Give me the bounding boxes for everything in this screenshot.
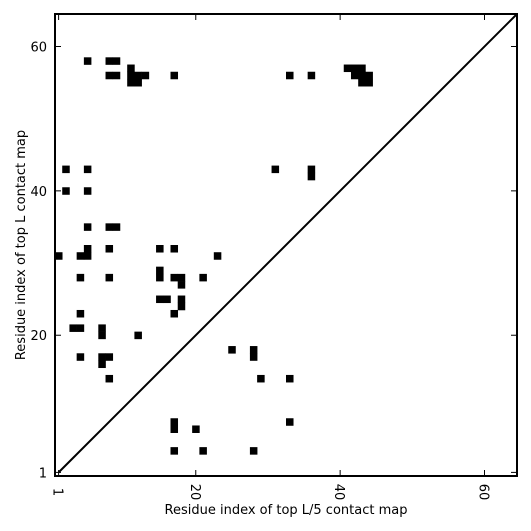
contact-cell — [105, 71, 114, 80]
contact-cell — [156, 266, 164, 275]
contact-cell — [134, 71, 142, 80]
contact-cell — [105, 223, 114, 231]
contact-cell — [365, 71, 373, 80]
contact-cell — [343, 64, 352, 73]
contact-cell — [98, 324, 106, 332]
contact-cell — [105, 374, 114, 383]
contact-cell — [170, 425, 179, 433]
contact-cell — [249, 346, 258, 354]
contact-cell — [358, 78, 366, 87]
contact-cell — [83, 252, 92, 260]
contact-cell — [127, 71, 135, 80]
contact-cell — [83, 57, 92, 65]
contact-cell — [76, 273, 85, 282]
contact-cell — [105, 273, 114, 282]
contact-cell — [156, 295, 164, 304]
contact-cell — [199, 447, 207, 455]
contact-cell — [228, 346, 236, 354]
contact-cell — [105, 353, 114, 361]
contact-cell — [170, 447, 179, 455]
contact-cell — [76, 309, 85, 318]
y-axis-label: Residue index of top L contact map — [14, 130, 29, 360]
contact-cell — [105, 57, 114, 65]
contact-cell — [141, 71, 150, 80]
contact-cell — [83, 245, 92, 253]
contact-cell — [76, 252, 85, 260]
x-axis-ticks: 1 20 40 60 — [50, 14, 491, 500]
contact-cell — [170, 309, 179, 318]
contact-cell — [112, 223, 121, 231]
y-tick-label: 40 — [30, 185, 47, 200]
contact-cell — [307, 71, 316, 80]
contact-cell — [257, 374, 265, 383]
contact-cell — [127, 64, 135, 73]
x-tick-label: 20 — [187, 484, 202, 501]
contact-cell — [62, 165, 70, 174]
y-axis-ticks: 1 20 40 60 — [30, 40, 517, 481]
contact-cell — [365, 78, 373, 87]
y-tick-label: 20 — [30, 329, 47, 344]
contact-cell — [163, 295, 171, 304]
contact-cell — [98, 353, 106, 361]
contact-cell — [286, 418, 294, 426]
contact-cell — [192, 425, 200, 433]
contact-cell — [98, 331, 106, 340]
contact-cell — [83, 187, 92, 195]
contact-cell — [358, 71, 366, 80]
contact-cell — [307, 165, 316, 174]
contact-cell — [62, 187, 70, 195]
contact-cell — [69, 324, 77, 332]
contact-cell — [170, 273, 179, 282]
y-tick-label: 1 — [39, 466, 47, 481]
plot-frame — [54, 13, 518, 477]
contact-cell — [156, 273, 164, 282]
contact-cell — [83, 165, 92, 174]
x-tick-label: 60 — [476, 484, 491, 501]
x-tick-label: 40 — [331, 484, 346, 501]
x-axis-label: Residue index of top L/5 contact map — [165, 503, 408, 518]
contact-cell — [134, 331, 142, 340]
contact-cell — [249, 447, 258, 455]
contact-cell — [307, 172, 316, 181]
contact-cell — [286, 374, 294, 383]
contact-cell — [170, 245, 179, 253]
contact-cell — [98, 360, 106, 369]
contact-cell — [112, 57, 121, 65]
y-tick-label: 60 — [30, 40, 47, 55]
contact-cell — [358, 64, 366, 73]
diagonal-line — [57, 13, 518, 474]
contact-cell — [112, 71, 121, 80]
contact-cell — [213, 252, 222, 260]
contact-cell — [199, 273, 207, 282]
contact-cell — [156, 245, 164, 253]
contact-cell — [170, 71, 179, 80]
x-tick-label: 1 — [50, 488, 65, 496]
contact-cell — [177, 281, 186, 289]
contact-cell — [177, 302, 186, 311]
contact-cell — [55, 252, 63, 260]
contact-cell — [127, 78, 135, 87]
contact-cell — [170, 418, 179, 426]
contact-cells — [55, 57, 373, 455]
contact-cell — [83, 223, 92, 231]
contact-cell — [249, 353, 258, 361]
contact-cell — [177, 295, 186, 304]
contact-cell — [271, 165, 280, 174]
contact-cell — [350, 64, 359, 73]
contact-cell — [76, 353, 85, 361]
contact-cell — [286, 71, 294, 80]
contact-cell — [76, 324, 85, 332]
contact-cell — [105, 245, 114, 253]
contact-cell — [177, 273, 186, 282]
contact-cell — [350, 71, 359, 80]
contact-cell — [134, 78, 142, 87]
